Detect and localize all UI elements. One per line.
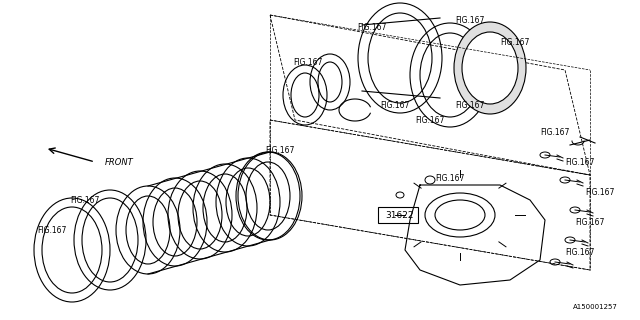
Text: 31622: 31622 bbox=[385, 211, 413, 220]
Text: FIG.167: FIG.167 bbox=[357, 22, 387, 31]
Text: FIG.167: FIG.167 bbox=[435, 173, 465, 182]
Text: FIG.167: FIG.167 bbox=[540, 127, 570, 137]
Text: FIG.167: FIG.167 bbox=[455, 100, 484, 109]
Text: FIG.167: FIG.167 bbox=[37, 226, 67, 235]
Text: FIG.167: FIG.167 bbox=[455, 15, 484, 25]
Text: FIG.167: FIG.167 bbox=[586, 188, 614, 196]
Text: FIG.167: FIG.167 bbox=[293, 58, 323, 67]
Text: FIG.167: FIG.167 bbox=[380, 100, 410, 109]
Text: FIG.167: FIG.167 bbox=[575, 218, 605, 227]
Text: A150001257: A150001257 bbox=[573, 304, 618, 310]
Text: FIG.167: FIG.167 bbox=[415, 116, 445, 124]
Text: FRONT: FRONT bbox=[105, 157, 134, 166]
Text: FIG.167: FIG.167 bbox=[70, 196, 100, 204]
Ellipse shape bbox=[462, 32, 518, 104]
Text: FIG.167: FIG.167 bbox=[500, 37, 530, 46]
Text: FIG.167: FIG.167 bbox=[565, 247, 595, 257]
Text: FIG.167: FIG.167 bbox=[565, 157, 595, 166]
Text: FIG.167: FIG.167 bbox=[266, 146, 294, 155]
Ellipse shape bbox=[454, 22, 526, 114]
